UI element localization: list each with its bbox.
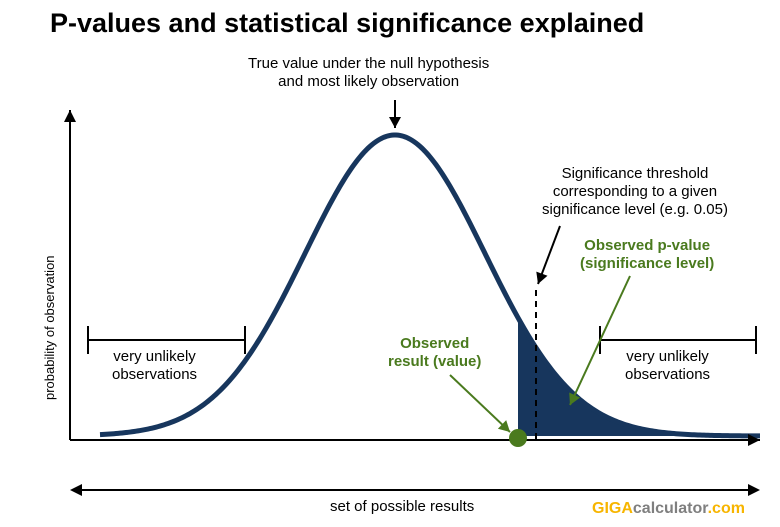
anno-unlikely-right: very unlikelyobservations [625, 348, 710, 384]
chart-title: P-values and statistical significance ex… [50, 8, 644, 39]
arrow-true-value-head [389, 117, 401, 128]
observed-point [509, 429, 527, 447]
anno-true-value: True value under the null hypothesisand … [248, 55, 489, 91]
anno-sig-threshold: Significance thresholdcorresponding to a… [542, 165, 728, 219]
y-axis-label: probability of observation [42, 255, 57, 400]
brand-watermark: GIGAcalculator.com [592, 500, 745, 518]
anno-observed-pvalue: Observed p-value(significance level) [580, 237, 714, 273]
x-axis-label: set of possible results [330, 498, 474, 516]
anno-observed-result: Observedresult (value) [388, 335, 481, 371]
y-axis-arrow [64, 110, 76, 122]
x-guide-arrow-left [70, 484, 82, 496]
arrow-observed-result [450, 375, 510, 432]
x-guide-arrow-right [748, 484, 760, 496]
anno-unlikely-left: very unlikelyobservations [112, 348, 197, 384]
